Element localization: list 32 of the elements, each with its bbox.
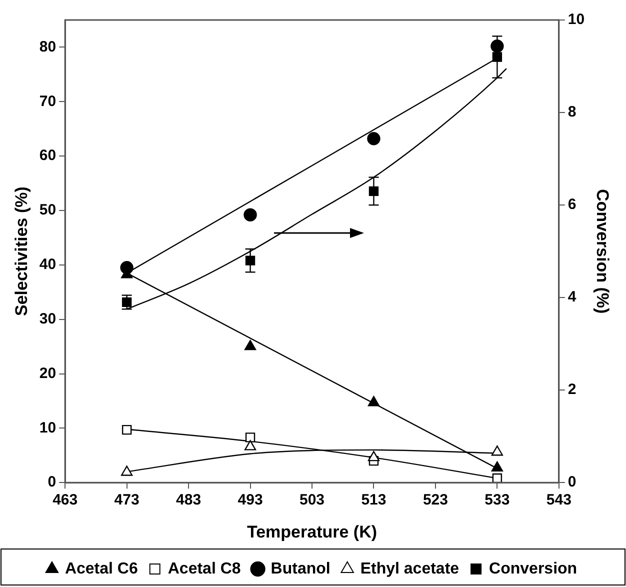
x-tick-label: 493 <box>238 492 263 509</box>
x-tick-label: 473 <box>114 492 140 509</box>
y-tick-label: 70 <box>39 92 56 110</box>
y2-tick-label: 8 <box>568 104 576 121</box>
legend-label: Acetal C8 <box>168 560 241 578</box>
y2-tick-label: 4 <box>568 288 577 306</box>
x-tick-label: 503 <box>299 492 325 509</box>
legend-label: Conversion <box>489 560 578 578</box>
x-tick-label: 483 <box>176 492 202 509</box>
y-axis-title: Selectivities (%) <box>12 186 31 316</box>
y-tick-label: 50 <box>39 202 56 219</box>
y-tick-label: 10 <box>39 419 56 436</box>
x-tick-label: 543 <box>546 492 572 509</box>
legend-label: Butanol <box>270 560 330 578</box>
y-tick-label: 0 <box>48 474 56 491</box>
y-tick-label: 40 <box>39 256 56 274</box>
x-tick-label: 523 <box>422 492 448 509</box>
y-tick-label: 60 <box>39 147 56 164</box>
legend-label: Ethyl acetate <box>360 560 460 578</box>
legend-label: Acetal C6 <box>64 560 138 578</box>
y2-tick-label: 2 <box>568 381 576 398</box>
x-tick-label: 463 <box>52 492 78 509</box>
y2-tick-label: 6 <box>568 196 576 214</box>
y-tick-label: 30 <box>39 310 56 328</box>
x-axis-title: Temperature (K) <box>246 522 378 542</box>
y-tick-label: 20 <box>39 364 56 382</box>
y-tick-label: 80 <box>39 38 56 56</box>
x-tick-label: 533 <box>484 492 510 509</box>
x-tick-label: 513 <box>361 492 386 509</box>
y2-axis-title: Conversion (%) <box>593 188 612 314</box>
y2-tick-label: 0 <box>568 474 576 491</box>
y2-tick-label: 10 <box>568 11 585 28</box>
